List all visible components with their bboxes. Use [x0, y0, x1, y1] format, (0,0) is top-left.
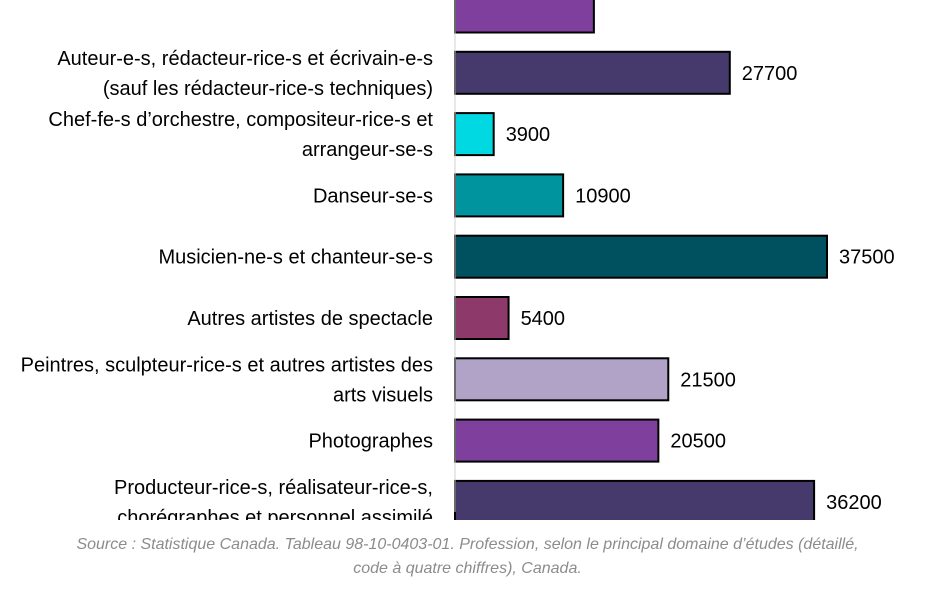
- value-label-5: 5400: [521, 308, 566, 330]
- source-note: Source : Statistique Canada. Tableau 98-…: [0, 533, 935, 581]
- category-label-2-line-2: arrangeur-se-s: [302, 139, 433, 161]
- value-label-1: 27700: [742, 63, 798, 85]
- category-label-6-line-2: arts visuels: [333, 384, 433, 406]
- bar-6: [454, 357, 670, 402]
- category-label-8-line-1: Producteur-rice-s, réalisateur-rice-s,: [114, 477, 433, 499]
- source-note-line-2: code à quatre chiffres), Canada.: [353, 560, 582, 577]
- bar-5: [454, 296, 510, 340]
- value-label-4: 37500: [839, 247, 895, 269]
- value-label-2: 3900: [506, 124, 551, 146]
- category-label-8-line-2: chorégraphes et personnel assimilé: [117, 507, 433, 520]
- category-label-7-line-1: Photographes: [308, 431, 433, 453]
- value-label-8: 36200: [826, 492, 882, 514]
- bar-chart: 27700 Auteur-e-s, rédacteur-rice-s et écr…: [21, 0, 895, 520]
- category-label-3-line-1: Danseur-se-s: [313, 185, 433, 207]
- value-label-3: 10900: [575, 185, 631, 207]
- source-note-line-1: Source : Statistique Canada. Tableau 98-…: [76, 536, 859, 553]
- category-label-1-line-1: Auteur-e-s, rédacteur-rice-s et écrivain…: [57, 48, 433, 70]
- category-label-2-line-1: Chef-fe-s d’orchestre, compositeur-rice-…: [48, 109, 433, 131]
- bar-7: [454, 418, 660, 463]
- bar-3: [454, 173, 565, 218]
- category-label-6-line-1: Peintres, sculpteur-rice-s et autres art…: [21, 354, 433, 376]
- value-label-7: 20500: [670, 431, 726, 453]
- bar-4: [454, 234, 828, 279]
- bar-8: [454, 479, 816, 520]
- value-label-6: 21500: [680, 369, 736, 391]
- bar-2: [454, 112, 495, 157]
- bar-1: [454, 50, 731, 95]
- bar-0: [454, 0, 595, 34]
- category-label-5-line-1: Autres artistes de spectacle: [187, 308, 433, 330]
- category-label-4-line-1: Musicien-ne-s et chanteur-se-s: [158, 247, 433, 269]
- category-label-1-line-2: (sauf les rédacteur-rice-s techniques): [103, 78, 433, 100]
